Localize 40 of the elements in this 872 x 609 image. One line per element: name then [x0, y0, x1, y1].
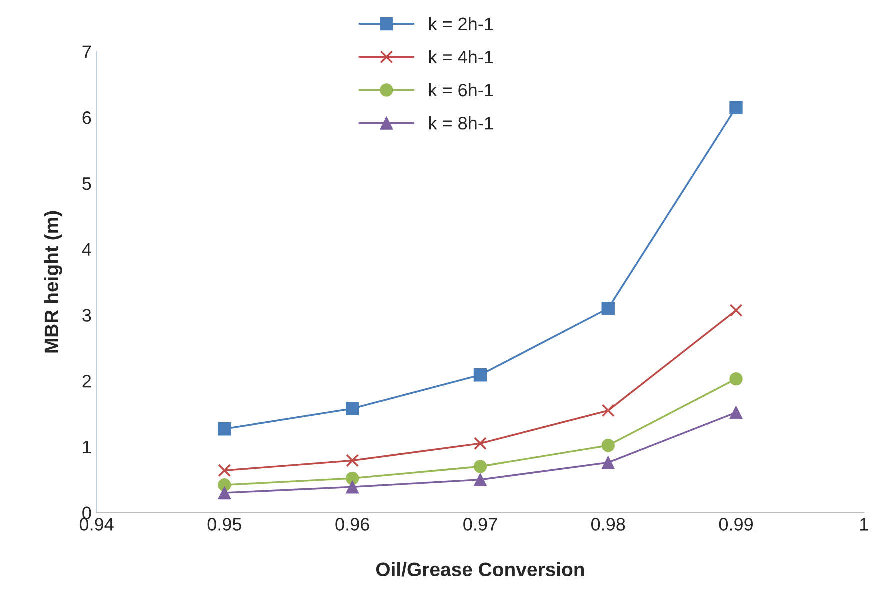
- point: [474, 473, 488, 486]
- point: [730, 101, 743, 114]
- legend-label: k = 2h-1: [429, 17, 494, 30]
- y-tick-label: 0: [82, 506, 92, 520]
- x-tick-label: 0.96: [336, 518, 370, 531]
- point: [346, 480, 360, 494]
- x-tick-label: 0.98: [592, 518, 626, 531]
- point: [474, 368, 488, 382]
- y-tick-label: 6: [82, 112, 92, 124]
- y-tick-label: 4: [82, 243, 92, 256]
- legend-label: k = 6h-1: [429, 83, 494, 97]
- y-tick-label: 7: [82, 46, 92, 58]
- x-tick-label: 0.95: [208, 518, 242, 531]
- y-tick-label: 5: [82, 178, 92, 190]
- y-axis-title: MBR height (m): [44, 211, 62, 353]
- x-axis-title: Oil/Grease Conversion: [376, 562, 584, 577]
- x-tick-label: 0.94: [80, 518, 114, 531]
- point: [346, 402, 360, 416]
- point: [218, 486, 232, 500]
- y-tick-label: 2: [82, 374, 92, 388]
- point: [346, 454, 360, 468]
- point: [218, 464, 232, 478]
- point: [602, 439, 615, 452]
- legend-label: k = 8h-1: [429, 116, 494, 130]
- point: [730, 406, 743, 420]
- point: [346, 472, 360, 486]
- x-tick-label: 0.97: [464, 518, 498, 531]
- x-tick-label: 0.99: [719, 518, 753, 531]
- point: [602, 404, 615, 418]
- point: [602, 302, 615, 316]
- point: [474, 437, 487, 450]
- x-tick-label: 1: [860, 518, 868, 531]
- legend-label: k = 4h-1: [429, 50, 494, 64]
- point: [730, 372, 743, 386]
- point: [218, 422, 232, 436]
- y-tick-label: 3: [82, 309, 92, 322]
- y-tick-label: 1: [83, 441, 92, 454]
- point: [730, 304, 743, 318]
- point: [602, 456, 615, 470]
- point: [474, 460, 488, 474]
